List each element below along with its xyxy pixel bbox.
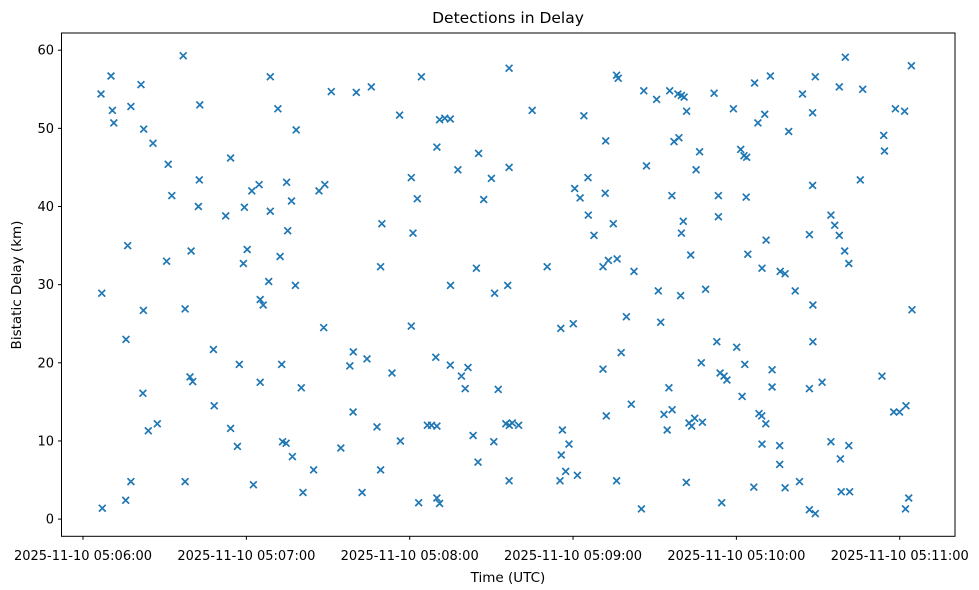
y-tick-label: 10: [37, 434, 54, 449]
x-tick-label: 2025-11-10 05:11:00: [831, 549, 969, 564]
y-tick-label: 30: [37, 278, 54, 293]
x-tick-label: 2025-11-10 05:08:00: [341, 549, 479, 564]
x-tick-label: 2025-11-10 05:09:00: [504, 549, 642, 564]
scatter-markers: [96, 51, 917, 518]
chart-title: Detections in Delay: [432, 9, 584, 27]
y-tick-label: 60: [37, 44, 54, 59]
y-axis-label: Bistatic Delay (km): [9, 221, 25, 350]
y-tick-label: 50: [37, 122, 54, 137]
y-tick-label: 40: [37, 200, 54, 215]
x-tick-label: 2025-11-10 05:10:00: [667, 549, 805, 564]
x-tick-label: 2025-11-10 05:06:00: [14, 549, 152, 564]
plot-area: 2025-11-10 05:06:00 2025-11-10 05:07:00 20…: [14, 32, 969, 564]
x-tick-label: 2025-11-10 05:07:00: [177, 549, 315, 564]
x-axis-label: Time (UTC): [470, 570, 546, 586]
y-tick-label: 20: [37, 356, 54, 371]
y-tick-label: 0: [46, 513, 54, 528]
